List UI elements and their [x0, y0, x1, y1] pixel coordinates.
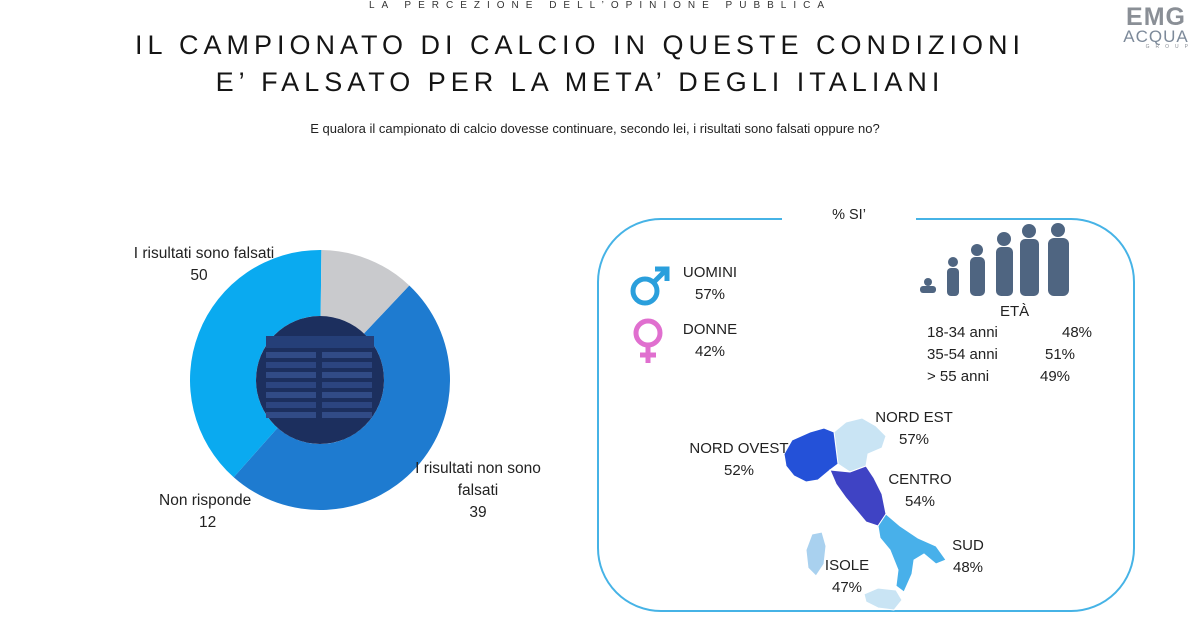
- region-label-isole: ISOLE 47%: [815, 555, 879, 599]
- region-isole-sardegna: [805, 531, 827, 577]
- region-label-sud: SUD 48%: [940, 535, 996, 579]
- female-icon: [633, 318, 663, 363]
- gender-value: 57%: [694, 286, 726, 303]
- slice-value: 50: [190, 267, 208, 284]
- slice-label-falsati: I risultati sono falsati 50: [110, 243, 298, 287]
- gender-male: UOMINI 57%: [672, 262, 748, 306]
- region-label-centro: CENTRO 54%: [878, 469, 962, 513]
- logo-group: GROUP: [1145, 44, 1194, 50]
- region-nord-ovest: [783, 427, 839, 483]
- gender-label: UOMINI: [682, 264, 738, 281]
- gender-value: 42%: [694, 343, 726, 360]
- region-label-nord-ovest: NORD OVEST 52%: [684, 438, 794, 482]
- standings-photo-content: [266, 336, 374, 418]
- gender-label: DONNE: [682, 321, 738, 338]
- page-title: IL CAMPIONATO DI CALCIO IN QUESTE CONDIZ…: [0, 27, 1160, 101]
- region-name: NORD OVEST: [689, 440, 789, 457]
- age-row-value: 48%: [1062, 324, 1093, 341]
- region-label-nord-est: NORD EST 57%: [864, 407, 964, 451]
- slice-label-text: falsati: [457, 482, 499, 499]
- region-name: ISOLE: [824, 557, 870, 574]
- region-sud: [877, 513, 947, 593]
- donut-chart: [190, 250, 451, 511]
- region-value: 48%: [952, 559, 984, 576]
- slice-label-text: I risultati sono falsati: [133, 245, 275, 262]
- slice-value: 39: [469, 504, 487, 521]
- region-value: 47%: [831, 579, 863, 596]
- title-line-2: E’ FALSATO PER LA META’ DEGLI ITALIANI: [215, 67, 945, 97]
- donut-center-photo: [256, 316, 384, 444]
- panel-title: % SI’: [782, 207, 916, 223]
- region-value: 54%: [904, 493, 936, 510]
- logo-acqua: ACQUA: [1123, 27, 1189, 46]
- slice-label-text: Non risponde: [159, 492, 252, 509]
- gender-female: DONNE 42%: [672, 319, 748, 363]
- region-value: 57%: [898, 431, 930, 448]
- age-row-value: 51%: [1045, 346, 1076, 363]
- slice-value: 12: [199, 514, 217, 531]
- age-row-label: > 55 anni: [927, 368, 990, 385]
- donut-slice-1: [233, 285, 451, 511]
- donut-slice-3: [320, 250, 410, 334]
- emg-logo: EMG ACQUA GROUP: [1118, 4, 1194, 51]
- survey-question: E qualora il campionato di calcio dovess…: [310, 121, 880, 136]
- region-name: NORD EST: [875, 409, 953, 426]
- region-value: 52%: [723, 462, 755, 479]
- male-icon: [630, 266, 670, 306]
- region-name: CENTRO: [888, 471, 952, 488]
- italy-map: [783, 417, 947, 611]
- kicker-text: LA PERCEZIONE DELL’OPINIONE PUBBLICA: [368, 0, 832, 11]
- age-row-label: 35-54 anni: [927, 346, 998, 363]
- age-row-label: 18-34 anni: [927, 324, 998, 341]
- age-title: ETÀ: [1000, 303, 1030, 320]
- slice-label-non-falsati: I risultati non sono falsati 39: [398, 458, 558, 524]
- age-row-value: 49%: [1040, 368, 1071, 385]
- title-line-1: IL CAMPIONATO DI CALCIO IN QUESTE CONDIZ…: [134, 30, 1026, 60]
- age-silhouettes-icon: [920, 223, 1069, 296]
- region-isole-sicilia: [863, 587, 903, 611]
- slice-label-non-risponde: Non risponde 12: [148, 490, 268, 534]
- logo-emg: EMG: [1126, 3, 1186, 31]
- region-name: SUD: [952, 537, 984, 554]
- donut-slice-2: [190, 250, 322, 478]
- slice-label-text: I risultati non sono: [415, 460, 541, 477]
